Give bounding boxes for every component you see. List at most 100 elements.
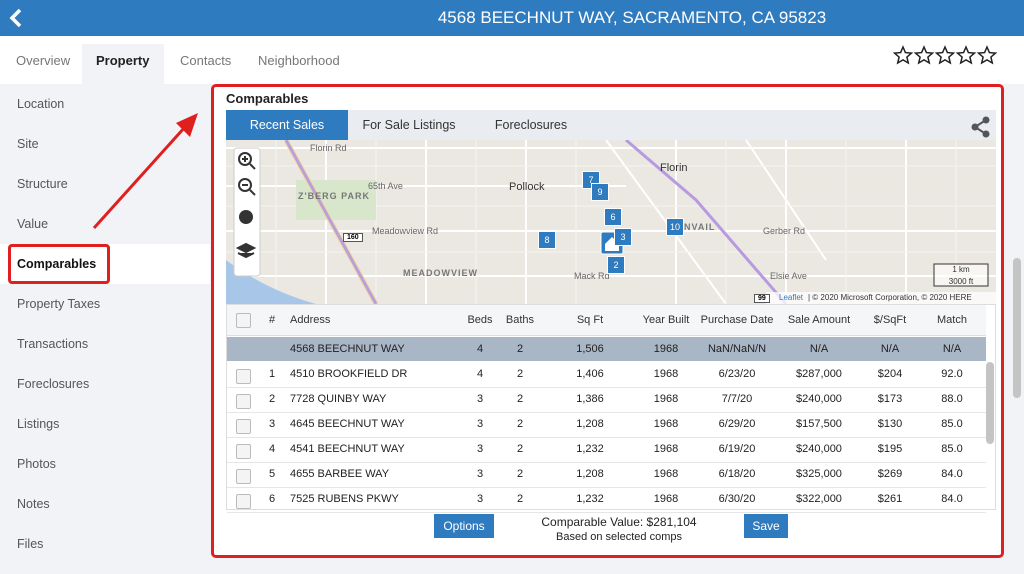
table-cell: $130	[877, 418, 903, 430]
sidebar-item[interactable]: Site	[17, 137, 39, 151]
sidebar-item[interactable]: Listings	[17, 417, 60, 431]
row-checkbox[interactable]	[236, 469, 251, 484]
row-checkbox[interactable]	[236, 369, 251, 384]
map-marker[interactable]: 2	[607, 256, 625, 274]
map-label: Mack Rd	[574, 271, 610, 281]
map-marker[interactable]: 10	[666, 218, 684, 236]
table-cell: 6	[268, 493, 276, 505]
share-icon[interactable]	[970, 116, 992, 138]
table-cell: 2	[516, 418, 524, 430]
column-header: #	[268, 314, 276, 326]
header-title: 4568 BEECHNUT WAY, SACRAMENTO, CA 95823	[437, 8, 827, 27]
table-cell: 2	[516, 443, 524, 455]
table-cell: 1,208	[576, 468, 604, 480]
sidebar-item[interactable]: Foreclosures	[17, 377, 90, 391]
subject-row	[227, 337, 986, 361]
header-bar	[0, 0, 1024, 36]
table-cell: $204	[877, 368, 903, 380]
options-button[interactable]: Options	[434, 514, 494, 538]
row-separator	[227, 487, 986, 488]
table-cell: 85.0	[941, 418, 963, 430]
subject-cell: 1,506	[576, 343, 604, 355]
row-checkbox[interactable]	[236, 444, 251, 459]
tab[interactable]: Contacts	[180, 53, 232, 68]
table-cell: 84.0	[941, 493, 963, 505]
table-cell: 3	[476, 493, 484, 505]
table-header	[227, 305, 986, 336]
subject-cell: NaN/NaN/N	[707, 343, 767, 355]
map-label: MEADOWVIEW	[403, 268, 478, 278]
subtab[interactable]: Recent Sales	[226, 110, 348, 140]
sidebar-item[interactable]: Files	[17, 537, 44, 551]
column-header: Baths	[505, 314, 535, 326]
subject-cell: N/A	[809, 343, 829, 355]
map-label: Florin Rd	[310, 143, 347, 153]
map-marker[interactable]: 6	[604, 208, 622, 226]
save-button[interactable]: Save	[744, 514, 788, 538]
tab[interactable]: Neighborhood	[258, 53, 340, 68]
subject-cell: 2	[516, 343, 524, 355]
table-cell: 1968	[653, 493, 679, 505]
table-cell: 3	[476, 393, 484, 405]
table-cell: 6/29/20	[718, 418, 756, 430]
column-header: Sq Ft	[576, 314, 604, 326]
select-all-checkbox[interactable]	[236, 313, 251, 328]
sidebar-item[interactable]: Value	[17, 217, 49, 231]
table-cell: 1,232	[576, 493, 604, 505]
map-label: Elsie Ave	[770, 271, 807, 281]
table-cell: 3	[476, 468, 484, 480]
table-cell: 7728 QUINBY WAY	[290, 393, 387, 405]
table-cell: 1968	[653, 368, 679, 380]
row-checkbox[interactable]	[236, 494, 251, 509]
column-header: Year Built	[642, 314, 690, 326]
table-cell: $269	[877, 468, 903, 480]
sidebar-item[interactable]: Property Taxes	[17, 297, 101, 311]
subtab[interactable]: Foreclosures	[494, 118, 568, 132]
rating-stars[interactable]	[893, 45, 1003, 67]
map-marker[interactable]: 9	[591, 183, 609, 201]
row-separator	[227, 437, 986, 438]
panel-title: Comparables	[226, 91, 309, 106]
tab[interactable]: Property	[96, 53, 150, 68]
row-separator	[227, 462, 986, 463]
table-cell: 4645 BEECHNUT WAY	[290, 418, 405, 430]
table-scrollbar[interactable]	[986, 362, 994, 444]
table-cell: $240,000	[796, 443, 842, 455]
table-cell: $157,500	[796, 418, 842, 430]
subtab[interactable]: For Sale Listings	[362, 118, 456, 132]
map-attribution: | © 2020 Microsoft Corporation, © 2020 H…	[808, 293, 972, 302]
sidebar-item[interactable]: Comparables	[17, 257, 97, 271]
sidebar-item[interactable]: Location	[17, 97, 65, 111]
table-cell: $325,000	[796, 468, 842, 480]
table-cell: 4	[476, 368, 484, 380]
map-marker[interactable]: 8	[538, 231, 556, 249]
subtab-bar	[226, 110, 996, 140]
row-checkbox[interactable]	[236, 394, 251, 409]
table-cell: 6/30/20	[718, 493, 756, 505]
page-scrollbar[interactable]	[1013, 258, 1021, 398]
map-label: 65th Ave	[368, 181, 403, 191]
sidebar-item[interactable]: Photos	[17, 457, 56, 471]
table-cell: 2	[516, 493, 524, 505]
map-attribution-link[interactable]: Leaflet	[779, 293, 804, 302]
table-cell: $195	[877, 443, 903, 455]
arrow	[92, 113, 198, 230]
subject-cell: 4568 BEECHNUT WAY	[290, 343, 405, 355]
map-scale: 1 km	[952, 265, 970, 274]
sidebar-item[interactable]: Notes	[17, 497, 50, 511]
table-cell: 7/7/20	[721, 393, 753, 405]
tab-bar	[0, 36, 1024, 85]
table-cell: 3	[268, 418, 276, 430]
map-label: NVAIL	[684, 222, 716, 232]
column-header: Match	[937, 314, 967, 326]
row-checkbox[interactable]	[236, 419, 251, 434]
sidebar-item[interactable]: Transactions	[17, 337, 89, 351]
table-cell: 6/19/20	[718, 443, 756, 455]
sidebar-item[interactable]: Structure	[17, 177, 68, 191]
map-label: Pollock	[509, 181, 545, 193]
map-marker[interactable]: 3	[614, 228, 632, 246]
column-header: Sale Amount	[787, 314, 851, 326]
back-button[interactable]	[8, 8, 24, 28]
tab[interactable]: Overview	[16, 53, 71, 68]
